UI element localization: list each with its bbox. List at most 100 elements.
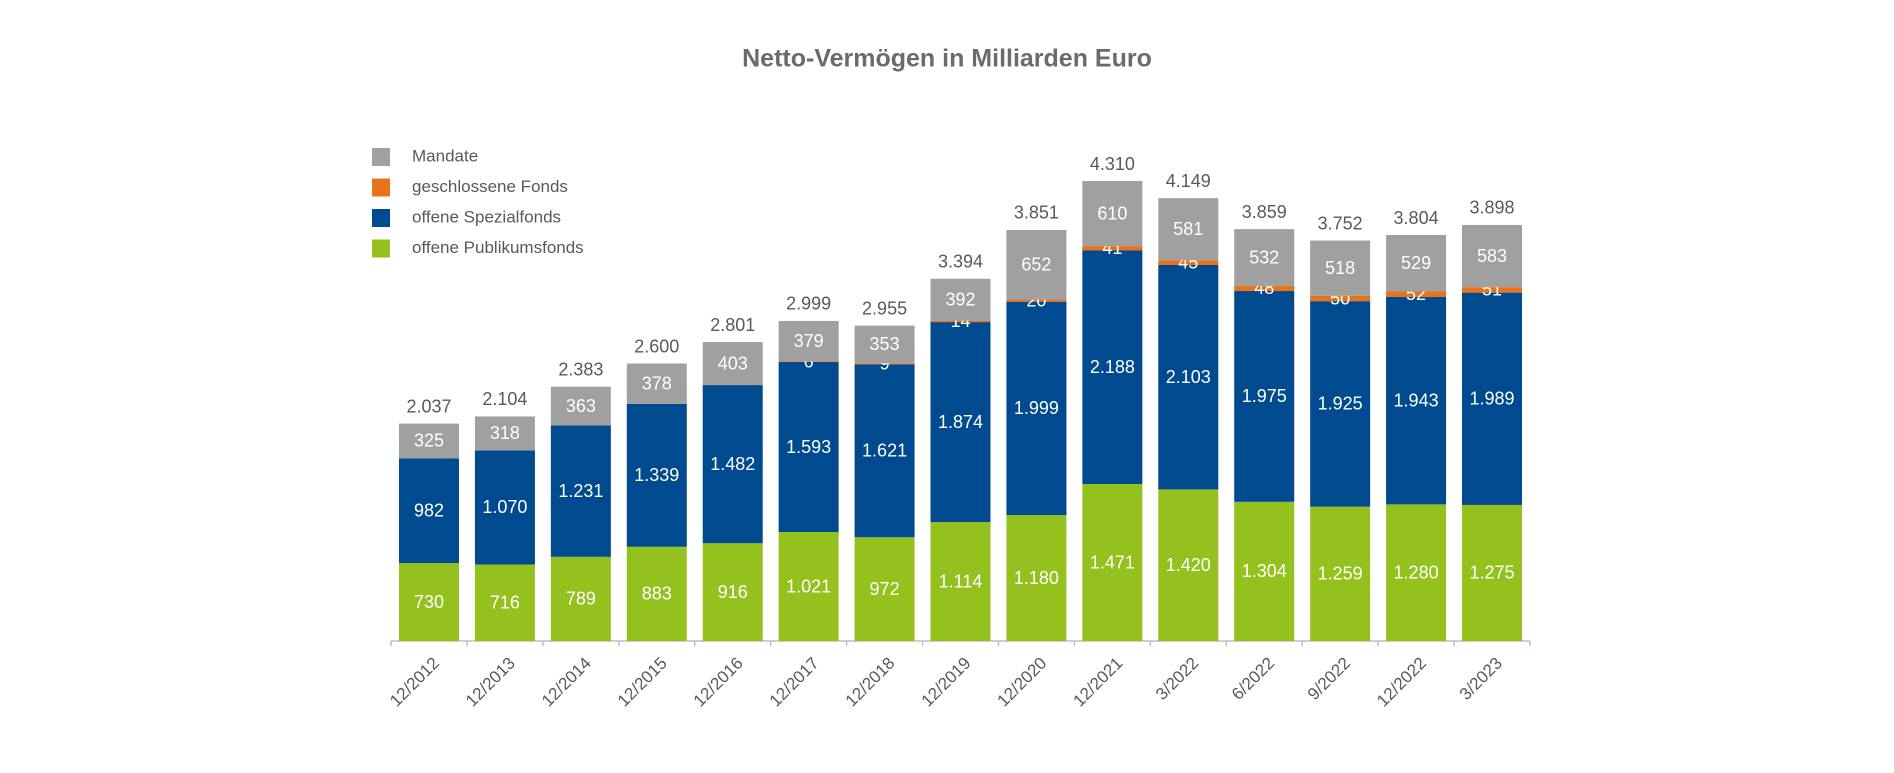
data-label: 353 [870, 334, 900, 354]
bar-segment [626, 403, 687, 547]
total-label: 3.804 [1394, 208, 1439, 228]
bar-segment [399, 563, 459, 641]
bar-segment [474, 416, 535, 451]
bar-segment [626, 363, 687, 404]
data-label: 883 [642, 584, 672, 604]
bar-segment [854, 363, 915, 365]
bar-segment [854, 364, 915, 538]
total-label: 4.310 [1090, 154, 1135, 174]
data-label: 9 [880, 354, 890, 374]
x-tick-label: 12/2018 [842, 654, 899, 711]
bar-segment [778, 320, 839, 362]
bar-segment [1462, 287, 1522, 293]
x-tick-label: 12/2020 [994, 654, 1051, 711]
data-label: 1.114 [939, 571, 983, 591]
x-tick-label: 12/2021 [1069, 654, 1126, 711]
bar-segment [399, 458, 459, 564]
data-label: 2.188 [1090, 357, 1135, 377]
bar-segment [702, 543, 763, 641]
bar-segment [1234, 285, 1295, 292]
x-tick-label: 3/2022 [1152, 654, 1202, 704]
bar-segment [550, 425, 611, 557]
legend-label: Mandate [412, 146, 478, 165]
total-label: 3.394 [938, 252, 983, 272]
data-label: 325 [414, 431, 444, 451]
bar-segment [930, 278, 991, 321]
bar-segment [550, 556, 611, 641]
bar-segment [1082, 484, 1143, 641]
total-label: 3.752 [1318, 213, 1363, 233]
bar-segment [1158, 264, 1219, 490]
bar-segment [474, 564, 535, 641]
bar-segment [702, 385, 763, 544]
data-label: 972 [870, 579, 900, 599]
total-label: 2.955 [862, 298, 907, 318]
bar-segment [1310, 295, 1371, 302]
data-label: 1.621 [862, 441, 907, 461]
total-label: 2.801 [710, 315, 755, 335]
legend-swatch [372, 239, 390, 258]
bar-segment [1082, 246, 1143, 251]
legend-swatch [372, 178, 390, 197]
bar-segment [1386, 504, 1447, 641]
bar-segment [1006, 229, 1067, 300]
data-label: 610 [1097, 203, 1127, 223]
data-label: 982 [414, 500, 444, 520]
data-label: 392 [945, 289, 975, 309]
data-label: 652 [1021, 255, 1051, 275]
data-label: 1.304 [1242, 561, 1287, 581]
data-label: 6 [804, 351, 814, 371]
legend-label: offene Spezialfonds [412, 207, 561, 226]
bar-segment [854, 325, 915, 364]
x-tick-label: 12/2017 [766, 654, 823, 711]
bar-segment [1234, 229, 1295, 286]
bar-segment [399, 423, 459, 459]
data-label: 1.999 [1014, 398, 1059, 418]
legend-label: offene Publikumsfonds [412, 238, 584, 257]
x-tick-label: 6/2022 [1228, 654, 1278, 704]
data-label: 403 [718, 353, 748, 373]
data-label: 1.925 [1318, 394, 1363, 414]
total-label: 2.600 [634, 336, 679, 356]
bar-segment [1082, 181, 1143, 247]
data-label: 318 [490, 423, 520, 443]
bar-segment [930, 322, 991, 523]
bar-segment [854, 537, 915, 641]
data-label: 1.471 [1090, 552, 1135, 572]
bar-segment [550, 386, 611, 426]
x-tick-label: 12/2016 [690, 654, 747, 711]
data-label: 1.943 [1394, 390, 1439, 410]
bar-segment [1006, 515, 1067, 641]
total-label: 3.898 [1469, 198, 1514, 218]
bar-segment [626, 546, 687, 641]
data-label: 1.339 [634, 465, 679, 485]
data-label: 1.874 [938, 412, 983, 432]
x-tick-label: 3/2023 [1456, 654, 1506, 704]
data-label: 1.259 [1318, 564, 1363, 584]
bar-segment [1158, 198, 1219, 261]
data-label: 583 [1477, 246, 1507, 266]
bar-segment [1386, 291, 1447, 298]
bar-segment [1310, 240, 1371, 296]
data-label: 916 [718, 582, 748, 602]
data-label: 1.180 [1014, 568, 1059, 588]
bar-segment [1006, 301, 1067, 516]
bar-segment [1462, 224, 1522, 288]
data-label: 1.989 [1469, 389, 1514, 409]
total-label: 2.999 [786, 294, 831, 314]
bar-segment [1462, 292, 1522, 505]
bar-segment [1082, 250, 1143, 485]
total-label: 2.104 [482, 389, 527, 409]
bar-segment [1310, 301, 1371, 507]
legend: Mandate geschlossene Fonds offene Spezialf… [372, 146, 584, 258]
bar-segment [778, 362, 839, 533]
bar-segment [930, 522, 991, 641]
bar-segment [1310, 506, 1371, 641]
bar-segment [1386, 297, 1447, 505]
x-tick-label: 12/2014 [538, 654, 595, 711]
bar-segment [702, 342, 763, 386]
x-tick-label: 12/2022 [1373, 654, 1430, 711]
data-label: 1.482 [710, 454, 755, 474]
bar-segment [778, 361, 839, 363]
bar-segment [1462, 504, 1522, 641]
